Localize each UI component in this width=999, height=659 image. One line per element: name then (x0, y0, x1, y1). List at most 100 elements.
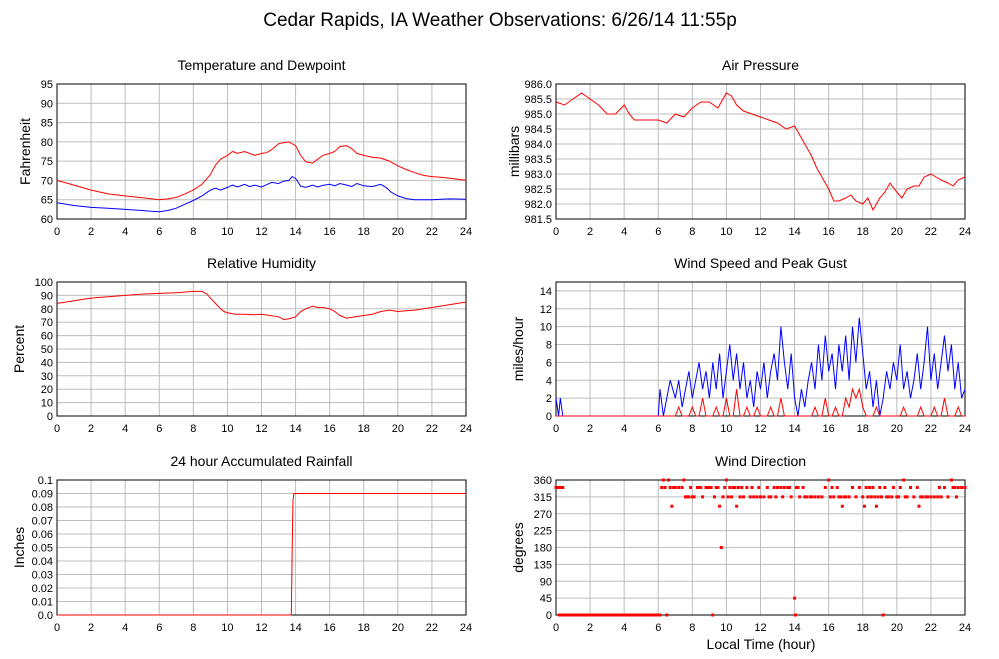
wind-direction-x-tick-label: 12 (754, 622, 766, 634)
wind-direction-point (963, 486, 967, 489)
air-pressure-y-tick-label: 982.0 (524, 199, 552, 211)
wind-speed-and-peak-gust-series-line-0 (555, 317, 966, 417)
temperature-and-dewpoint-x-tick-label: 18 (358, 226, 370, 238)
air-pressure-plot-frame (555, 83, 966, 220)
wind-direction-point (581, 613, 585, 617)
wind-direction-point (716, 486, 720, 489)
relative-humidity-y-tick-label: 80 (41, 304, 53, 316)
wind-direction-point (908, 486, 912, 489)
24-hour-accumulated-rainfall-y-tick-label: 0.0 (38, 610, 53, 622)
wind-direction-y-tick-label: 135 (534, 559, 552, 571)
wind-direction-point (932, 495, 936, 499)
temperature-and-dewpoint-x-tick-label: 12 (255, 226, 267, 238)
wind-speed-and-peak-gust-x-tick-label: 8 (689, 423, 695, 435)
wind-direction-point (793, 596, 797, 600)
wind-direction-point (866, 495, 870, 499)
24-hour-accumulated-rainfall-y-tick-label: 0.04 (32, 556, 53, 568)
wind-direction-y-tick-label: 180 (534, 543, 552, 555)
wind-direction-point (569, 613, 573, 617)
air-pressure-x-tick-label: 2 (587, 226, 593, 238)
wind-direction-point (917, 504, 921, 508)
wind-direction-point (837, 495, 841, 499)
24-hour-accumulated-rainfall-x-tick-label: 14 (289, 622, 301, 634)
wind-direction-point (886, 495, 890, 499)
relative-humidity-x-tick-label: 0 (54, 423, 60, 435)
24-hour-accumulated-rainfall-y-tick-label: 0.07 (32, 516, 53, 528)
24-hour-accumulated-rainfall-y-tick-label: 0.01 (32, 597, 53, 609)
wind-direction-point (602, 613, 606, 617)
wind-direction-point (868, 486, 872, 489)
wind-direction-point (796, 486, 800, 489)
wind-direction-y-tick-label: 270 (534, 509, 552, 521)
24-hour-accumulated-rainfall-y-tick-label: 0.09 (32, 489, 53, 501)
air-pressure-x-tick-label: 20 (891, 226, 903, 238)
relative-humidity-x-tick-label: 14 (289, 423, 301, 435)
air-pressure-x-tick-label: 22 (925, 226, 937, 238)
wind-direction-point (808, 495, 812, 499)
wind-direction-x-tick-label: 24 (959, 622, 971, 634)
wind-direction-point (648, 613, 652, 617)
wind-direction-point (953, 486, 957, 489)
wind-direction-point (673, 486, 677, 489)
wind-direction-point (769, 495, 773, 499)
wind-direction-point (827, 478, 831, 482)
wind-speed-and-peak-gust-y-tick-label: 0 (546, 411, 552, 423)
relative-humidity-x-tick-label: 8 (190, 423, 196, 435)
temperature-and-dewpoint-x-tick-label: 10 (221, 226, 233, 238)
24-hour-accumulated-rainfall-x-tick-label: 0 (54, 622, 60, 634)
wind-direction-point (568, 613, 572, 617)
wind-direction-point (629, 613, 633, 617)
wind-direction-point (634, 613, 638, 617)
air-pressure-y-tick-label: 984.5 (524, 124, 552, 136)
wind-direction-y-tick-label: 45 (540, 593, 552, 605)
wind-direction-point (641, 613, 645, 617)
temperature-and-dewpoint-x-tick-label: 14 (289, 226, 301, 238)
wind-direction-point (735, 504, 739, 508)
wind-direction-point (854, 495, 858, 499)
24-hour-accumulated-rainfall-x-tick-label: 8 (190, 622, 196, 634)
air-pressure-x-tick-label: 10 (720, 226, 732, 238)
wind-direction-point (786, 486, 790, 489)
wind-direction-x-tick-label: 4 (621, 622, 627, 634)
wind-speed-and-peak-gust-x-tick-label: 4 (621, 423, 627, 435)
wind-direction-point (844, 495, 848, 499)
wind-direction-point (885, 495, 889, 499)
wind-direction-point (632, 613, 636, 617)
wind-direction-point (873, 495, 877, 499)
wind-speed-and-peak-gust-x-tick-label: 22 (925, 423, 937, 435)
wind-direction-point (653, 613, 657, 617)
air-pressure-y-tick-label: 986.0 (524, 79, 552, 91)
wind-direction-point (767, 495, 771, 499)
wind-direction-point (573, 613, 577, 617)
wind-direction-point (874, 504, 878, 508)
24-hour-accumulated-rainfall-y-tick-label: 0.1 (38, 475, 53, 487)
wind-direction-point (891, 486, 895, 489)
wind-direction-point (772, 486, 776, 489)
wind-direction-point (695, 486, 699, 489)
wind-direction-point (607, 613, 611, 617)
relative-humidity-x-tick-label: 10 (221, 423, 233, 435)
wind-direction-point (793, 613, 797, 617)
wind-direction-point (590, 613, 594, 617)
wind-direction-point (949, 478, 953, 482)
wind-direction-point (787, 486, 791, 489)
wind-speed-and-peak-gust-x-tick-label: 16 (823, 423, 835, 435)
temperature-and-dewpoint-x-tick-label: 22 (426, 226, 438, 238)
wind-direction-point (701, 495, 705, 499)
relative-humidity-y-tick-label: 50 (41, 344, 53, 356)
wind-direction-y-axis-label: degrees (510, 522, 526, 573)
wind-direction-point (902, 478, 906, 482)
temperature-and-dewpoint-x-tick-label: 2 (88, 226, 94, 238)
wind-direction-point (759, 495, 762, 499)
24-hour-accumulated-rainfall-x-tick-label: 12 (255, 622, 267, 634)
wind-direction-point (578, 613, 582, 617)
temperature-and-dewpoint-chart: Temperature and DewpointFahrenheit606570… (17, 57, 472, 238)
24-hour-accumulated-rainfall-x-tick-label: 24 (460, 622, 472, 634)
wind-direction-point (937, 486, 941, 489)
wind-direction-point (810, 495, 814, 499)
relative-humidity-y-tick-label: 0 (47, 411, 53, 423)
relative-humidity-chart: Relative HumidityPercent0102030405060708… (11, 255, 472, 435)
wind-direction-point (566, 613, 570, 617)
relative-humidity-y-tick-label: 60 (41, 331, 53, 343)
wind-direction-point (878, 486, 882, 489)
